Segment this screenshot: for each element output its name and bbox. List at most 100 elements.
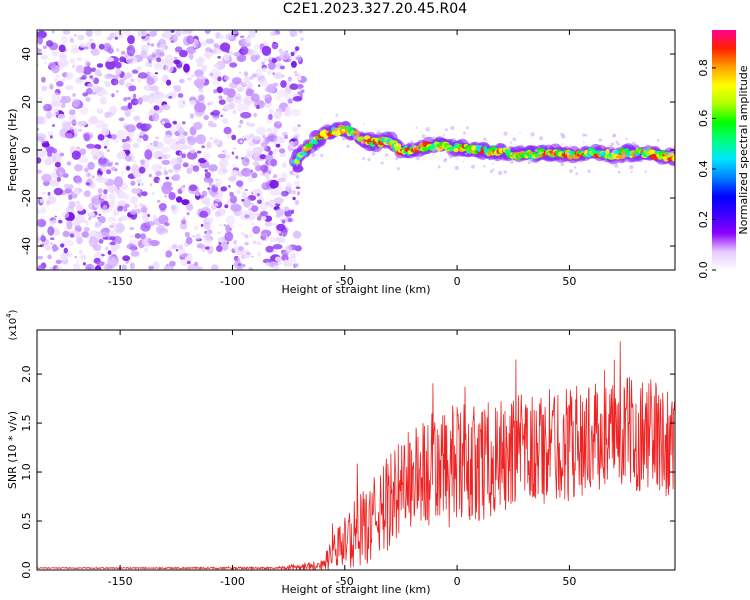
ridge-scatter xyxy=(385,153,389,157)
noise-speck xyxy=(156,164,163,171)
noise-speck xyxy=(289,83,299,90)
ridge-scatter xyxy=(376,133,379,135)
noise-speck xyxy=(217,231,221,234)
noise-speck xyxy=(148,72,154,77)
noise-speck xyxy=(114,226,119,230)
noise-speck xyxy=(232,77,242,85)
noise-speck xyxy=(218,95,223,100)
noise-speck xyxy=(96,63,104,68)
noise-speck xyxy=(114,162,119,166)
ridge-scatter xyxy=(362,157,366,160)
noise-speck xyxy=(51,124,56,127)
noise-speck xyxy=(213,63,220,68)
noise-speck xyxy=(151,54,157,58)
ridge-scatter xyxy=(463,131,466,135)
noise-speck xyxy=(160,58,170,65)
ridge-scatter xyxy=(661,162,664,165)
noise-speck xyxy=(211,264,219,270)
noise-speck xyxy=(37,136,45,142)
noise-speck xyxy=(261,61,265,66)
ridge-scatter xyxy=(583,141,585,144)
noise-speck xyxy=(289,56,293,60)
noise-speck xyxy=(49,266,53,270)
ridge-scatter xyxy=(311,153,316,157)
ridge-scatter xyxy=(375,147,378,150)
noise-speck xyxy=(42,45,48,50)
noise-speck xyxy=(61,35,68,44)
noise-speck xyxy=(54,161,61,168)
ridge-scatter xyxy=(437,165,441,169)
noise-speck xyxy=(193,121,203,130)
noise-speck xyxy=(127,35,135,45)
ridge-scatter xyxy=(530,158,533,161)
noise-speck xyxy=(282,162,287,168)
noise-speck xyxy=(94,30,102,36)
noise-speck xyxy=(137,79,142,83)
noise-speck xyxy=(158,214,169,225)
noise-speck xyxy=(77,182,81,186)
noise-speck xyxy=(169,260,176,267)
noise-speck xyxy=(114,245,121,250)
noise-speck xyxy=(179,49,188,58)
noise-speck xyxy=(130,245,137,251)
ridge-core xyxy=(605,148,610,155)
ridge-scatter xyxy=(465,126,470,130)
noise-speck xyxy=(130,78,135,82)
noise-speck xyxy=(104,73,114,80)
noise-speck xyxy=(51,51,60,57)
noise-speck xyxy=(187,77,192,81)
ridge-scatter xyxy=(483,137,487,141)
x-tick-label: 0 xyxy=(454,575,461,588)
noise-speck xyxy=(39,197,44,204)
noise-speck xyxy=(37,35,43,45)
noise-speck xyxy=(266,83,277,94)
noise-speck xyxy=(238,224,242,228)
noise-speck xyxy=(294,263,299,268)
ridge-scatter xyxy=(656,139,660,142)
noise-speck xyxy=(201,196,211,205)
ridge-scatter xyxy=(360,140,365,145)
ridge-scatter xyxy=(462,160,465,163)
noise-speck xyxy=(203,114,209,121)
noise-speck xyxy=(235,155,239,160)
noise-speck xyxy=(74,255,77,259)
noise-speck xyxy=(221,168,228,173)
ridge-scatter xyxy=(581,150,585,154)
noise-speck xyxy=(88,117,96,125)
noise-speck xyxy=(98,213,102,216)
noise-speck xyxy=(41,85,48,92)
noise-speck xyxy=(272,127,278,134)
noise-speck xyxy=(259,154,267,160)
noise-speck xyxy=(195,191,200,197)
noise-speck xyxy=(65,132,73,139)
noise-speck xyxy=(112,218,116,221)
noise-speck xyxy=(279,65,285,70)
noise-speck xyxy=(277,177,286,183)
noise-speck xyxy=(85,182,91,186)
noise-speck xyxy=(204,30,211,35)
noise-speck xyxy=(248,30,256,39)
noise-speck xyxy=(226,215,236,225)
noise-speck xyxy=(289,141,294,147)
ridge-scatter xyxy=(541,151,544,154)
noise-speck xyxy=(110,186,118,192)
noise-speck xyxy=(238,246,244,252)
snr-panel: -150 -100 -50 0 50 0.0 0.5 1.0 1.5 2.0 Height of… xyxy=(5,309,676,596)
noise-speck xyxy=(90,42,96,50)
noise-speck xyxy=(118,117,125,122)
noise-speck xyxy=(41,142,50,148)
noise-speck xyxy=(99,96,107,105)
noise-speck xyxy=(238,124,242,128)
noise-speck xyxy=(229,195,238,204)
noise-speck xyxy=(231,134,237,141)
noise-speck xyxy=(219,223,223,227)
ridge-scatter xyxy=(495,153,498,156)
noise-speck xyxy=(143,247,149,252)
noise-speck xyxy=(248,133,255,139)
colorbar-label: Normalized spectral amplitude xyxy=(737,65,750,234)
noise-speck xyxy=(111,93,115,98)
noise-speck xyxy=(256,104,260,110)
noise-speck xyxy=(109,241,116,246)
noise-speck xyxy=(62,230,70,238)
noise-speck xyxy=(55,265,63,270)
